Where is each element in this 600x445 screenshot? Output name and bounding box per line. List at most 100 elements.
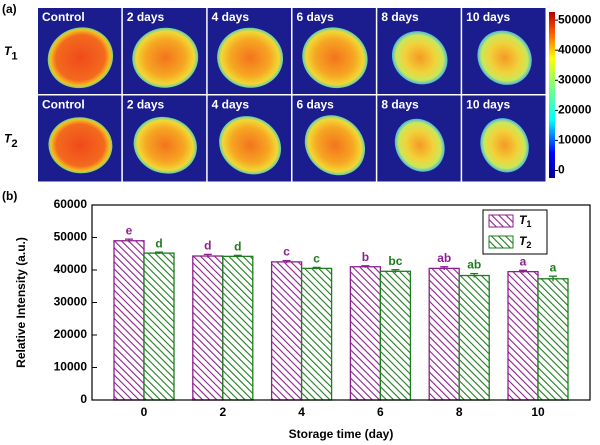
sample-image (47, 27, 114, 89)
error-bar (549, 275, 557, 282)
x-tick-label: 4 (298, 405, 305, 419)
legend-label-sub: 1 (526, 219, 531, 229)
row-label-sub: 1 (11, 51, 17, 63)
plot-frame (91, 204, 591, 401)
error-bar (125, 238, 133, 243)
sample-image (302, 27, 368, 89)
sample-image (132, 27, 199, 88)
x-tick-label: 10 (531, 405, 545, 419)
legend-label: T2 (519, 234, 531, 250)
column-label: 10 days (466, 98, 510, 112)
column-label: Control (42, 98, 85, 112)
y-tick-label: 40000 (54, 262, 88, 276)
error-bar (391, 269, 400, 273)
column-label: 6 days (297, 98, 335, 112)
sample-image (304, 115, 366, 176)
significance-letter: c (283, 245, 290, 259)
error-bar (312, 266, 321, 270)
column-label: Control (42, 10, 85, 24)
significance-letter: e (126, 223, 133, 237)
panel-label: (b) (2, 189, 17, 203)
sample-image (48, 117, 113, 174)
significance-letter: d (234, 240, 241, 254)
row-label-main: T (4, 44, 13, 58)
sample-image (394, 118, 445, 172)
bar (300, 267, 333, 401)
y-tick-label: 10000 (54, 360, 88, 374)
column-label: 4 days (212, 98, 250, 112)
column-label: 2 days (127, 10, 165, 24)
column-label: 2 days (127, 98, 165, 112)
error-bar (361, 265, 370, 268)
error-bar (519, 269, 527, 273)
bar (458, 274, 490, 401)
error-bar (203, 253, 212, 258)
bar (113, 240, 145, 401)
y-tick-label: 30000 (54, 295, 88, 309)
error-bar (233, 254, 242, 258)
error-bar (282, 259, 291, 264)
significance-letter: d (155, 236, 162, 250)
x-tick-label: 6 (377, 405, 384, 419)
colorbar-tick-label: 20000 (558, 103, 592, 117)
bar (143, 252, 175, 401)
significance-letter: a (550, 260, 557, 274)
legend-label-sub: 2 (526, 240, 531, 250)
legend-swatch (488, 214, 514, 228)
error-bar (440, 266, 449, 270)
bar (222, 255, 254, 401)
colorbar-tick-label: 30000 (558, 72, 592, 86)
error-bar (155, 251, 163, 255)
colorbar-tick-label: 40000 (558, 42, 592, 56)
x-tick-label: 2 (219, 405, 226, 419)
significance-letter: d (204, 239, 211, 253)
row-label-main: T (4, 131, 13, 145)
legend-label: T1 (519, 213, 531, 229)
bar (192, 255, 224, 401)
y-tick-label: 60000 (54, 197, 88, 211)
sample-image (133, 116, 197, 174)
y-tick-label: 20000 (54, 327, 88, 341)
significance-letter: ab (467, 258, 481, 272)
sample-image (477, 30, 532, 85)
colorbar-tick-label: 50000 (558, 12, 592, 26)
x-axis-label: Storage time (day) (289, 427, 394, 441)
bar (379, 270, 412, 401)
column-label: 10 days (466, 10, 510, 24)
row-label: T1 (4, 44, 18, 63)
sample-image (480, 118, 529, 173)
sample-image (217, 27, 284, 88)
bar (270, 261, 303, 401)
sample-image (219, 116, 282, 175)
x-tick-label: 8 (456, 405, 463, 419)
column-label: 6 days (297, 10, 335, 24)
bar (349, 266, 382, 401)
column-label: 8 days (381, 10, 419, 24)
row-label: T2 (4, 131, 18, 150)
significance-letter: ab (437, 251, 451, 265)
legend-label-main: T (519, 213, 528, 227)
error-bar (470, 272, 479, 278)
significance-letter: b (362, 250, 369, 264)
significance-letter: a (520, 254, 527, 268)
colorbar (549, 12, 555, 178)
column-label: 8 days (381, 98, 419, 112)
row-label-sub: 2 (11, 138, 17, 150)
bar (537, 278, 569, 401)
panel-label: (a) (2, 2, 17, 16)
colorbar-tick-label: 0 (558, 163, 565, 177)
y-tick-label: 0 (80, 392, 87, 406)
y-axis-label: Relative Intensity (a.u.) (14, 237, 28, 368)
legend-swatch (488, 235, 514, 249)
significance-letter: c (313, 252, 320, 266)
column-label: 4 days (212, 10, 250, 24)
y-tick-label: 50000 (54, 230, 88, 244)
bar (428, 267, 460, 401)
bar-panel: (b) 0 10000 20000 30000 40000 50000 60000 0 e d 2 d d… (2, 189, 591, 441)
x-tick-label: 0 (141, 405, 148, 419)
legend-label-main: T (519, 234, 528, 248)
bar (507, 270, 539, 401)
significance-letter: bc (388, 254, 402, 268)
